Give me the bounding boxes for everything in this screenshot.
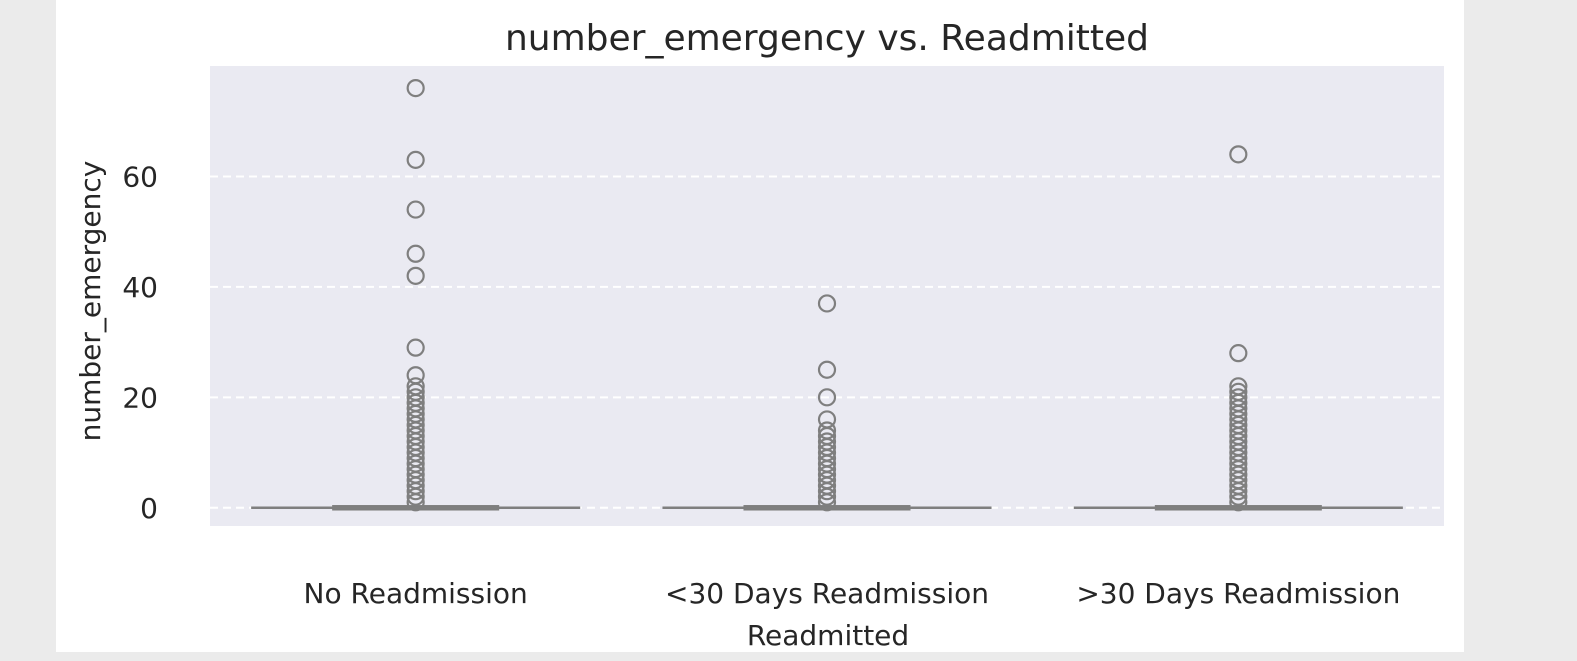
x-axis-ticks: No Readmission <30 Days Readmission >30 Da… [304,577,1401,610]
box-group [662,294,992,512]
outlier-point [1229,388,1248,407]
box-group [1073,145,1403,512]
box-group [251,78,581,512]
x-axis-label: Readmitted [747,619,909,652]
outlier-point [817,410,837,429]
y-axis-ticks: 0 20 40 60 [122,160,158,524]
outlier-point [406,266,425,285]
boxplot-chart: 0 20 40 60 No Readmission <30 Days Readmissi… [74,18,1444,652]
outlier-point [1229,344,1248,363]
box-series [251,78,1403,512]
outlier-point [406,377,425,396]
outlier-point [817,432,837,451]
outlier-point [406,200,425,219]
x-tick-label: >30 Days Readmission [1076,577,1400,610]
figure: 0 20 40 60 No Readmission <30 Days Readmissi… [56,0,1464,652]
y-tick-label: 40 [122,271,158,304]
outlier-point [1229,377,1248,396]
x-tick-label: No Readmission [304,577,528,610]
outlier-point [817,360,837,379]
chart-title: number_emergency vs. Readmitted [505,18,1149,59]
y-tick-label: 60 [122,160,158,193]
y-tick-label: 20 [122,381,158,414]
outlier-point [817,388,837,407]
outlier-point [406,366,425,385]
y-axis-label: number_emergency [74,161,107,442]
outlier-point [817,421,837,440]
outlier-point [406,150,425,169]
outlier-point [406,338,425,357]
outlier-point [1229,145,1248,164]
outlier-point [406,78,425,98]
y-tick-label: 0 [140,492,158,525]
outlier-point [817,294,837,313]
outlier-point [406,244,425,263]
outlier-point [406,388,425,407]
x-tick-label: <30 Days Readmission [665,577,989,610]
outlier-point [1229,382,1248,401]
